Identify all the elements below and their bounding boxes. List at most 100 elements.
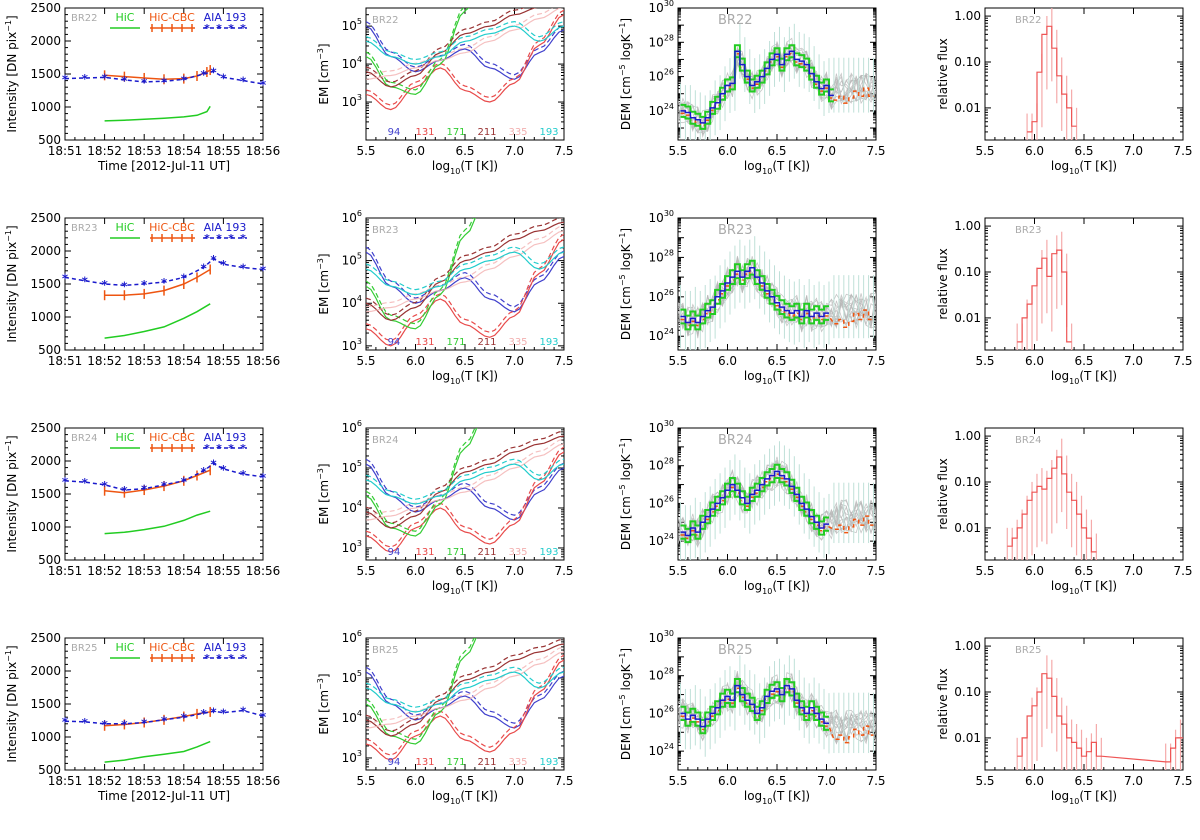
hic-line (104, 105, 211, 122)
x-tick-label: 6.5 (455, 774, 474, 788)
em-locus-94 (366, 666, 564, 724)
x-tick-label: 18:52 (87, 354, 122, 368)
y-axis-label: DEM [cm−5 logK−1] (618, 228, 633, 340)
aia-marker: * (121, 718, 128, 732)
x-tick-label: 7.5 (866, 564, 885, 578)
y-tick-label: 103 (342, 93, 362, 109)
aia-marker: * (101, 278, 108, 292)
y-axis-label: relative flux (936, 668, 950, 739)
tick-exp: 3 (357, 749, 362, 758)
aia-marker: * (240, 705, 247, 719)
legend-aia-marker: * (228, 442, 234, 455)
ylabel-part: −5 (618, 64, 627, 76)
x-tick-label: 6.5 (767, 144, 786, 158)
y-tick-label: 103 (342, 337, 362, 353)
em-locus-335 (366, 438, 564, 516)
x-tick-label: 5.5 (356, 354, 375, 368)
dem-mc-curve (678, 676, 876, 745)
xlabel-part: log (744, 579, 762, 593)
aia-marker: * (220, 71, 227, 85)
region-label: BR24 (372, 435, 399, 446)
x-axis-label: log10(T [K]) (432, 369, 498, 386)
x-tick-label: 6.5 (455, 144, 474, 158)
channel-label-131: 131 (415, 547, 434, 558)
ylabel-part: ] (619, 228, 633, 233)
channel-label-211: 211 (477, 547, 496, 558)
legend-aia-marker: * (216, 232, 222, 245)
xlabel-part: (T [K]) (772, 789, 810, 803)
x-tick-label: 6.5 (1074, 564, 1093, 578)
tick-base: 10 (649, 421, 664, 435)
x-tick-label: 6.5 (767, 354, 786, 368)
dem-hic-step-low (680, 273, 829, 331)
aia-marker: * (62, 271, 69, 285)
y-axis-label: relative flux (936, 38, 950, 109)
tick-base: 10 (342, 461, 357, 475)
x-tick-label: 18:54 (167, 144, 202, 158)
y-axis-label: EM [cm−3] (316, 253, 331, 314)
channel-label-94: 94 (388, 757, 401, 768)
tick-base: 10 (649, 35, 664, 49)
y-tick-label: 2000 (30, 664, 61, 678)
ylabel-part: EM [cm (317, 60, 331, 105)
x-tick-label: 18:52 (87, 774, 122, 788)
legend-hic-label: HiC (115, 431, 134, 444)
dem-hic-step-low (680, 56, 834, 130)
x-tick-label: 7.0 (505, 144, 524, 158)
em-locus-171 (366, 428, 478, 537)
y-tick-label: 106 (342, 629, 362, 645)
xlabel-part: log (1051, 579, 1069, 593)
tick-base: 10 (342, 339, 357, 353)
x-tick-label: 6.5 (455, 564, 474, 578)
dem-aia-step (680, 50, 834, 124)
y-axis-label: Intensity [DN pix−1] (4, 645, 19, 762)
x-tick-label: 5.5 (975, 144, 994, 158)
y-tick-label: 1500 (30, 697, 61, 711)
x-tick-label: 6.5 (1074, 774, 1093, 788)
legend: HiC HiC-CBC AIA 193* * * * (110, 431, 247, 455)
x-tick-label: 7.5 (554, 774, 573, 788)
aia-marker: * (210, 65, 217, 79)
em-locus-193 (366, 463, 564, 505)
aia-marker: * (200, 465, 207, 479)
dem-mc-curve (678, 265, 876, 333)
x-tick-label: 6.0 (1025, 564, 1044, 578)
xlabel-part: (T [K]) (1079, 789, 1117, 803)
em-locus-193 (366, 671, 564, 713)
ylabel-part: ] (317, 673, 331, 678)
em-curves (366, 218, 564, 347)
y-tick-label: 104 (342, 294, 362, 310)
lightcurve-panel: 500 1000 1500 2000 2500 18:51 18:52 18:53 18:54 1… (4, 421, 280, 578)
x-axis-label: log10(T [K]) (432, 789, 498, 806)
tick-exp: 28 (664, 457, 674, 466)
y-tick-label: 2000 (30, 34, 61, 48)
xlabel-sub: 10 (1069, 587, 1079, 596)
flux-step (1027, 25, 1077, 133)
em-locus-211 (366, 643, 564, 737)
dem-mc-curve (678, 262, 876, 337)
em-locus-94 (366, 251, 564, 313)
y-tick-label: 0.01 (954, 101, 981, 115)
ylabel-part: −3 (316, 468, 325, 480)
tick-exp: 4 (357, 294, 362, 303)
em-locus-193 (366, 251, 564, 296)
em-curves (366, 428, 564, 553)
tick-exp: 30 (664, 209, 674, 218)
em-locus-171 (366, 428, 476, 532)
y-tick-label: 500 (38, 553, 61, 567)
x-tick-label: 5.5 (668, 774, 687, 788)
aia-marker: * (181, 73, 188, 87)
legend-aia-marker: * (240, 232, 246, 245)
ylabel-part: EM [cm (317, 270, 331, 315)
ylabel-part: ] (5, 645, 19, 650)
axes-frame (365, 637, 565, 771)
xlabel-part: log (1051, 159, 1069, 173)
y-tick-label: 106 (342, 419, 362, 435)
flux-step (1007, 456, 1097, 553)
dem-curves (678, 655, 876, 757)
x-tick-label: 18:51 (48, 144, 83, 158)
y-tick-label: 0.01 (954, 311, 981, 325)
x-tick-label: 18:52 (87, 564, 122, 578)
